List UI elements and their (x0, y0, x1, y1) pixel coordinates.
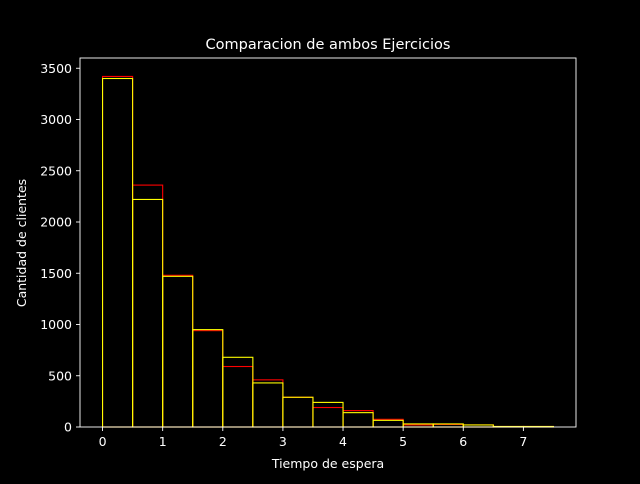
y-tick-label-6: 3000 (40, 112, 72, 127)
histogram-bar-series-1-bin-7 (312, 401, 344, 428)
histogram-bar-series-0-bin-4 (222, 365, 254, 428)
y-tick-label-1: 500 (48, 368, 72, 383)
histogram-bar-series-0-bin-7 (312, 406, 344, 428)
histogram-bar-series-1-bin-2 (162, 275, 194, 428)
x-tick-label-4: 4 (339, 434, 347, 449)
x-tick-label-1: 1 (159, 434, 167, 449)
y-tick-label-3: 1500 (40, 266, 72, 281)
x-tick-label-5: 5 (399, 434, 407, 449)
chart-title: Comparacion de ambos Ejercicios (206, 37, 451, 53)
y-axis-label: Cantidad de clientes (14, 179, 29, 307)
histogram-bar-series-1-bin-11 (432, 423, 464, 428)
histogram-bar-series-1-bin-0 (102, 77, 134, 428)
y-tick-label-4: 2000 (40, 215, 72, 230)
histogram-bar-series-1-bin-1 (132, 198, 164, 428)
histogram-bar-series-0-bin-6 (282, 396, 314, 428)
histogram-bar-series-1-bin-9 (372, 419, 404, 428)
x-tick-label-0: 0 (99, 434, 107, 449)
histogram-bar-series-0-bin-5 (252, 379, 284, 428)
x-axis-label: Tiempo de espera (271, 456, 384, 471)
histogram-bar-series-1-bin-8 (342, 412, 374, 428)
y-tick-label-7: 3500 (40, 61, 72, 76)
y-tick-label-2: 1000 (40, 317, 72, 332)
x-tick-label-2: 2 (219, 434, 227, 449)
plot-frame (79, 57, 577, 428)
histogram-bar-series-1-bin-4 (222, 356, 254, 428)
y-tick-label-0: 0 (64, 420, 72, 435)
histogram-bar-series-0-bin-0 (102, 75, 134, 428)
histogram-bar-series-1-bin-6 (282, 396, 314, 428)
histogram-bar-series-0-bin-3 (192, 330, 224, 428)
y-tick-label-5: 2500 (40, 163, 72, 178)
bars-layer (102, 75, 555, 428)
histogram-bar-series-0-bin-2 (162, 274, 194, 428)
histogram-bar-series-0-bin-1 (132, 184, 164, 428)
x-tick-label-3: 3 (279, 434, 287, 449)
x-tick-label-6: 6 (459, 434, 467, 449)
x-tick-label-7: 7 (519, 434, 527, 449)
histogram-bar-series-1-bin-3 (192, 329, 224, 428)
ticks-layer: 0 1 2 3 4 5 6 7 0 500 1000 1500 2000 2500 3000 3500 (40, 61, 527, 449)
histogram-bar-series-1-bin-5 (252, 382, 284, 428)
